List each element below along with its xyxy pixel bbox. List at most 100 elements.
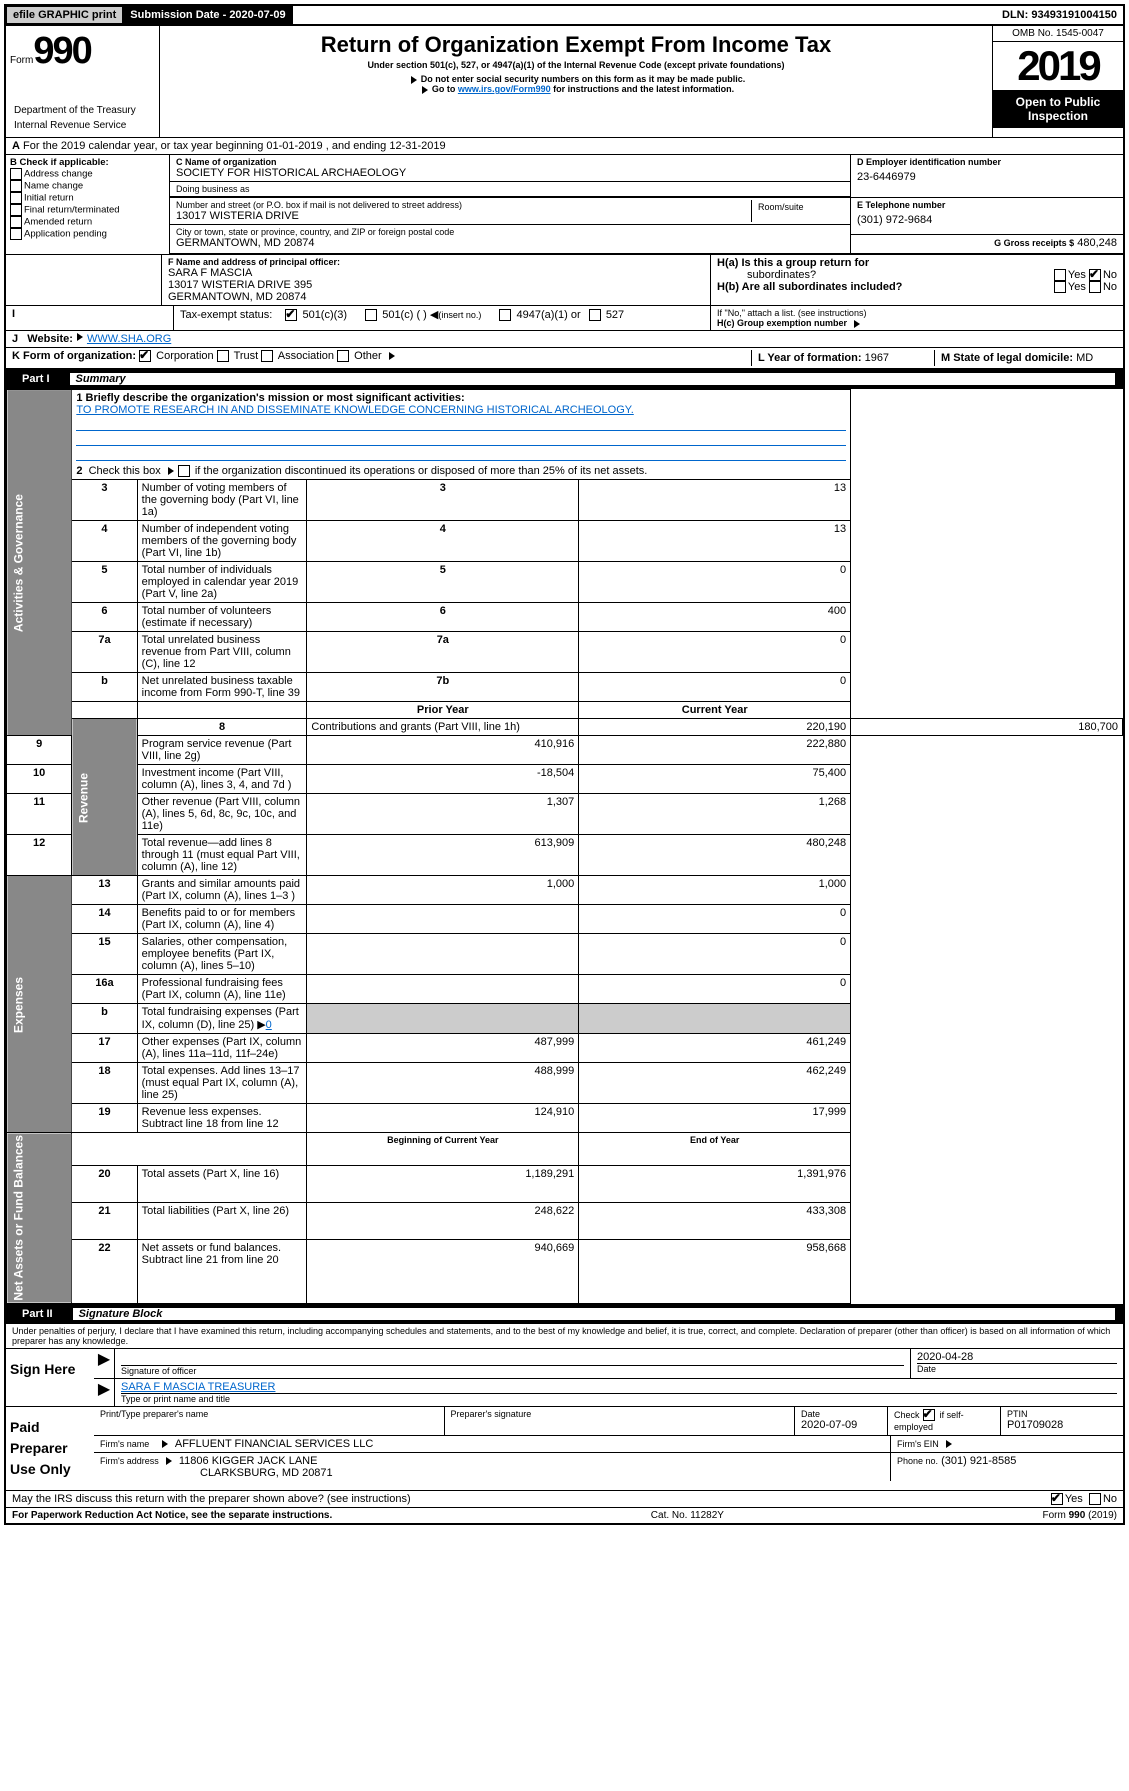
hb-note: If "No," attach a list. (see instruction… <box>717 308 1117 318</box>
row-value: 13 <box>579 521 851 562</box>
501c3-checkbox[interactable] <box>285 309 297 321</box>
501c-checkbox[interactable] <box>365 309 377 321</box>
table-row: bNet unrelated business taxable income f… <box>7 673 1123 702</box>
org-name: SOCIETY FOR HISTORICAL ARCHAEOLOGY <box>176 167 844 179</box>
row-label: Total assets (Part X, line 16) <box>137 1165 307 1202</box>
table-row: 6Total number of volunteers (estimate if… <box>7 603 1123 632</box>
self-employed-checkbox[interactable] <box>923 1409 935 1421</box>
note-goto-tail: for instructions and the latest informat… <box>553 84 734 94</box>
firm-addr2: CLARKSBURG, MD 20871 <box>200 1467 333 1479</box>
hb-yes-label: Yes <box>1068 281 1086 293</box>
row-label: Contributions and grants (Part VIII, lin… <box>307 719 579 736</box>
irs-link[interactable]: www.irs.gov/Form990 <box>458 84 551 94</box>
checkbox-pending[interactable] <box>10 228 22 240</box>
hb-no-label: No <box>1103 281 1117 293</box>
note-no-ssn: Do not enter social security numbers on … <box>421 74 746 84</box>
row-label: Number of independent voting members of … <box>137 521 307 562</box>
corp-checkbox[interactable] <box>139 350 151 362</box>
checkbox-final[interactable] <box>10 204 22 216</box>
name-title-label: Type or print name and title <box>121 1393 1117 1404</box>
row-label: Total revenue—add lines 8 through 11 (mu… <box>137 835 307 876</box>
4947-checkbox[interactable] <box>499 309 511 321</box>
yes-label: Yes <box>1065 1493 1083 1505</box>
box-g-label: G Gross receipts $ <box>994 238 1074 248</box>
officer-name: SARA F MASCIA <box>168 267 704 279</box>
hb-yes-checkbox[interactable] <box>1054 281 1066 293</box>
phone-value: (301) 972-9684 <box>857 214 1117 226</box>
year-end: , and ending 12-31-2019 <box>326 140 446 152</box>
website-link[interactable]: WWW.SHA.ORG <box>87 333 171 345</box>
arrow-icon <box>162 1440 168 1448</box>
assoc-checkbox[interactable] <box>261 350 273 362</box>
q2-tail: if the organization discontinued its ope… <box>195 465 648 477</box>
table-row: 17Other expenses (Part IX, column (A), l… <box>7 1034 1123 1063</box>
row-value: 400 <box>579 603 851 632</box>
prep-date: 2020-07-09 <box>801 1419 881 1431</box>
checkbox-addr-change[interactable] <box>10 168 22 180</box>
prep-name-label: Print/Type preparer's name <box>100 1409 438 1419</box>
discuss-yes-checkbox[interactable] <box>1051 1493 1063 1505</box>
year-begin: For the 2019 calendar year, or tax year … <box>23 140 323 152</box>
omb-number: OMB No. 1545-0047 <box>993 26 1123 42</box>
addr-value: 13017 WISTERIA DRIVE <box>176 210 751 222</box>
row-label: Salaries, other compensation, employee b… <box>137 934 307 975</box>
checkbox-name-change[interactable] <box>10 180 22 192</box>
checkbox-initial[interactable] <box>10 192 22 204</box>
no-label: No <box>1103 1493 1117 1505</box>
table-row: 16aProfessional fundraising fees (Part I… <box>7 975 1123 1004</box>
trust-label: Trust <box>234 350 259 362</box>
efile-button[interactable]: efile GRAPHIC print <box>6 6 123 24</box>
side-net-assets: Net Assets or Fund Balances <box>7 1133 72 1304</box>
table-row: 7aTotal unrelated business revenue from … <box>7 632 1123 673</box>
row-value: 0 <box>579 673 851 702</box>
note-goto: Go to <box>432 84 456 94</box>
label-pending: Application pending <box>24 229 107 240</box>
form-990-page: efile GRAPHIC print Submission Date - 20… <box>4 4 1125 1525</box>
line-a-tax-year: A For the 2019 calendar year, or tax yea… <box>6 138 1123 155</box>
row-label: Grants and similar amounts paid (Part IX… <box>137 876 307 905</box>
checkbox-amended[interactable] <box>10 216 22 228</box>
part-1-label: Part I <box>14 371 58 387</box>
row-label: Other revenue (Part VIII, column (A), li… <box>137 794 307 835</box>
row-label: Total fundraising expenses (Part IX, col… <box>142 1006 299 1031</box>
q2-checkbox[interactable] <box>178 465 190 477</box>
box-l-label: L Year of formation: <box>758 352 862 364</box>
cat-number: Cat. No. 11282Y <box>651 1510 724 1521</box>
corp-label: Corporation <box>156 350 213 362</box>
trust-checkbox[interactable] <box>217 350 229 362</box>
hb-no-checkbox[interactable] <box>1089 281 1101 293</box>
527-checkbox[interactable] <box>589 309 601 321</box>
row-label: Total expenses. Add lines 13–17 (must eq… <box>137 1063 307 1104</box>
box-b-label: B Check if applicable: <box>10 157 165 168</box>
mission-text[interactable]: TO PROMOTE RESEARCH IN AND DISSEMINATE K… <box>76 404 633 416</box>
527-label: 527 <box>606 309 624 321</box>
box-e-label: E Telephone number <box>857 200 1117 210</box>
fundraising-total-link[interactable]: 0 <box>266 1019 272 1031</box>
ptin-label: PTIN <box>1007 1409 1117 1419</box>
ha-no-checkbox[interactable] <box>1089 269 1101 281</box>
ha-yes-checkbox[interactable] <box>1054 269 1066 281</box>
other-label: Other <box>354 350 382 362</box>
form-subtitle: Under section 501(c), 527, or 4947(a)(1)… <box>164 60 988 70</box>
date-label: Date <box>917 1363 1117 1374</box>
row-label: Investment income (Part VIII, column (A)… <box>137 765 307 794</box>
arrow-icon <box>411 76 417 84</box>
row-value: 13 <box>579 480 851 521</box>
other-checkbox[interactable] <box>337 350 349 362</box>
officer-name-link[interactable]: SARA F MASCIA TREASURER <box>121 1381 275 1393</box>
discuss-label: May the IRS discuss this return with the… <box>12 1493 1051 1505</box>
assoc-label: Association <box>278 350 334 362</box>
discuss-no-checkbox[interactable] <box>1089 1493 1101 1505</box>
arrow-icon <box>166 1457 172 1465</box>
gross-receipts: 480,248 <box>1077 237 1117 249</box>
prep-sig-label: Preparer's signature <box>451 1409 789 1419</box>
sign-here-block: Sign Here ▶ Signature of officer 2020-04… <box>6 1349 1123 1407</box>
row-label: Revenue less expenses. Subtract line 18 … <box>137 1104 307 1133</box>
part-1-table: Activities & Governance 1 Briefly descri… <box>6 389 1123 1304</box>
firm-addr1: 11806 KIGGER JACK LANE <box>179 1455 318 1467</box>
ha-no-label: No <box>1103 269 1117 281</box>
row-label: Number of voting members of the governin… <box>137 480 307 521</box>
arrow-icon <box>389 352 395 360</box>
begin-year-header: Beginning of Current Year <box>307 1133 579 1166</box>
public-inspection-badge: Open to Public Inspection <box>993 91 1123 128</box>
